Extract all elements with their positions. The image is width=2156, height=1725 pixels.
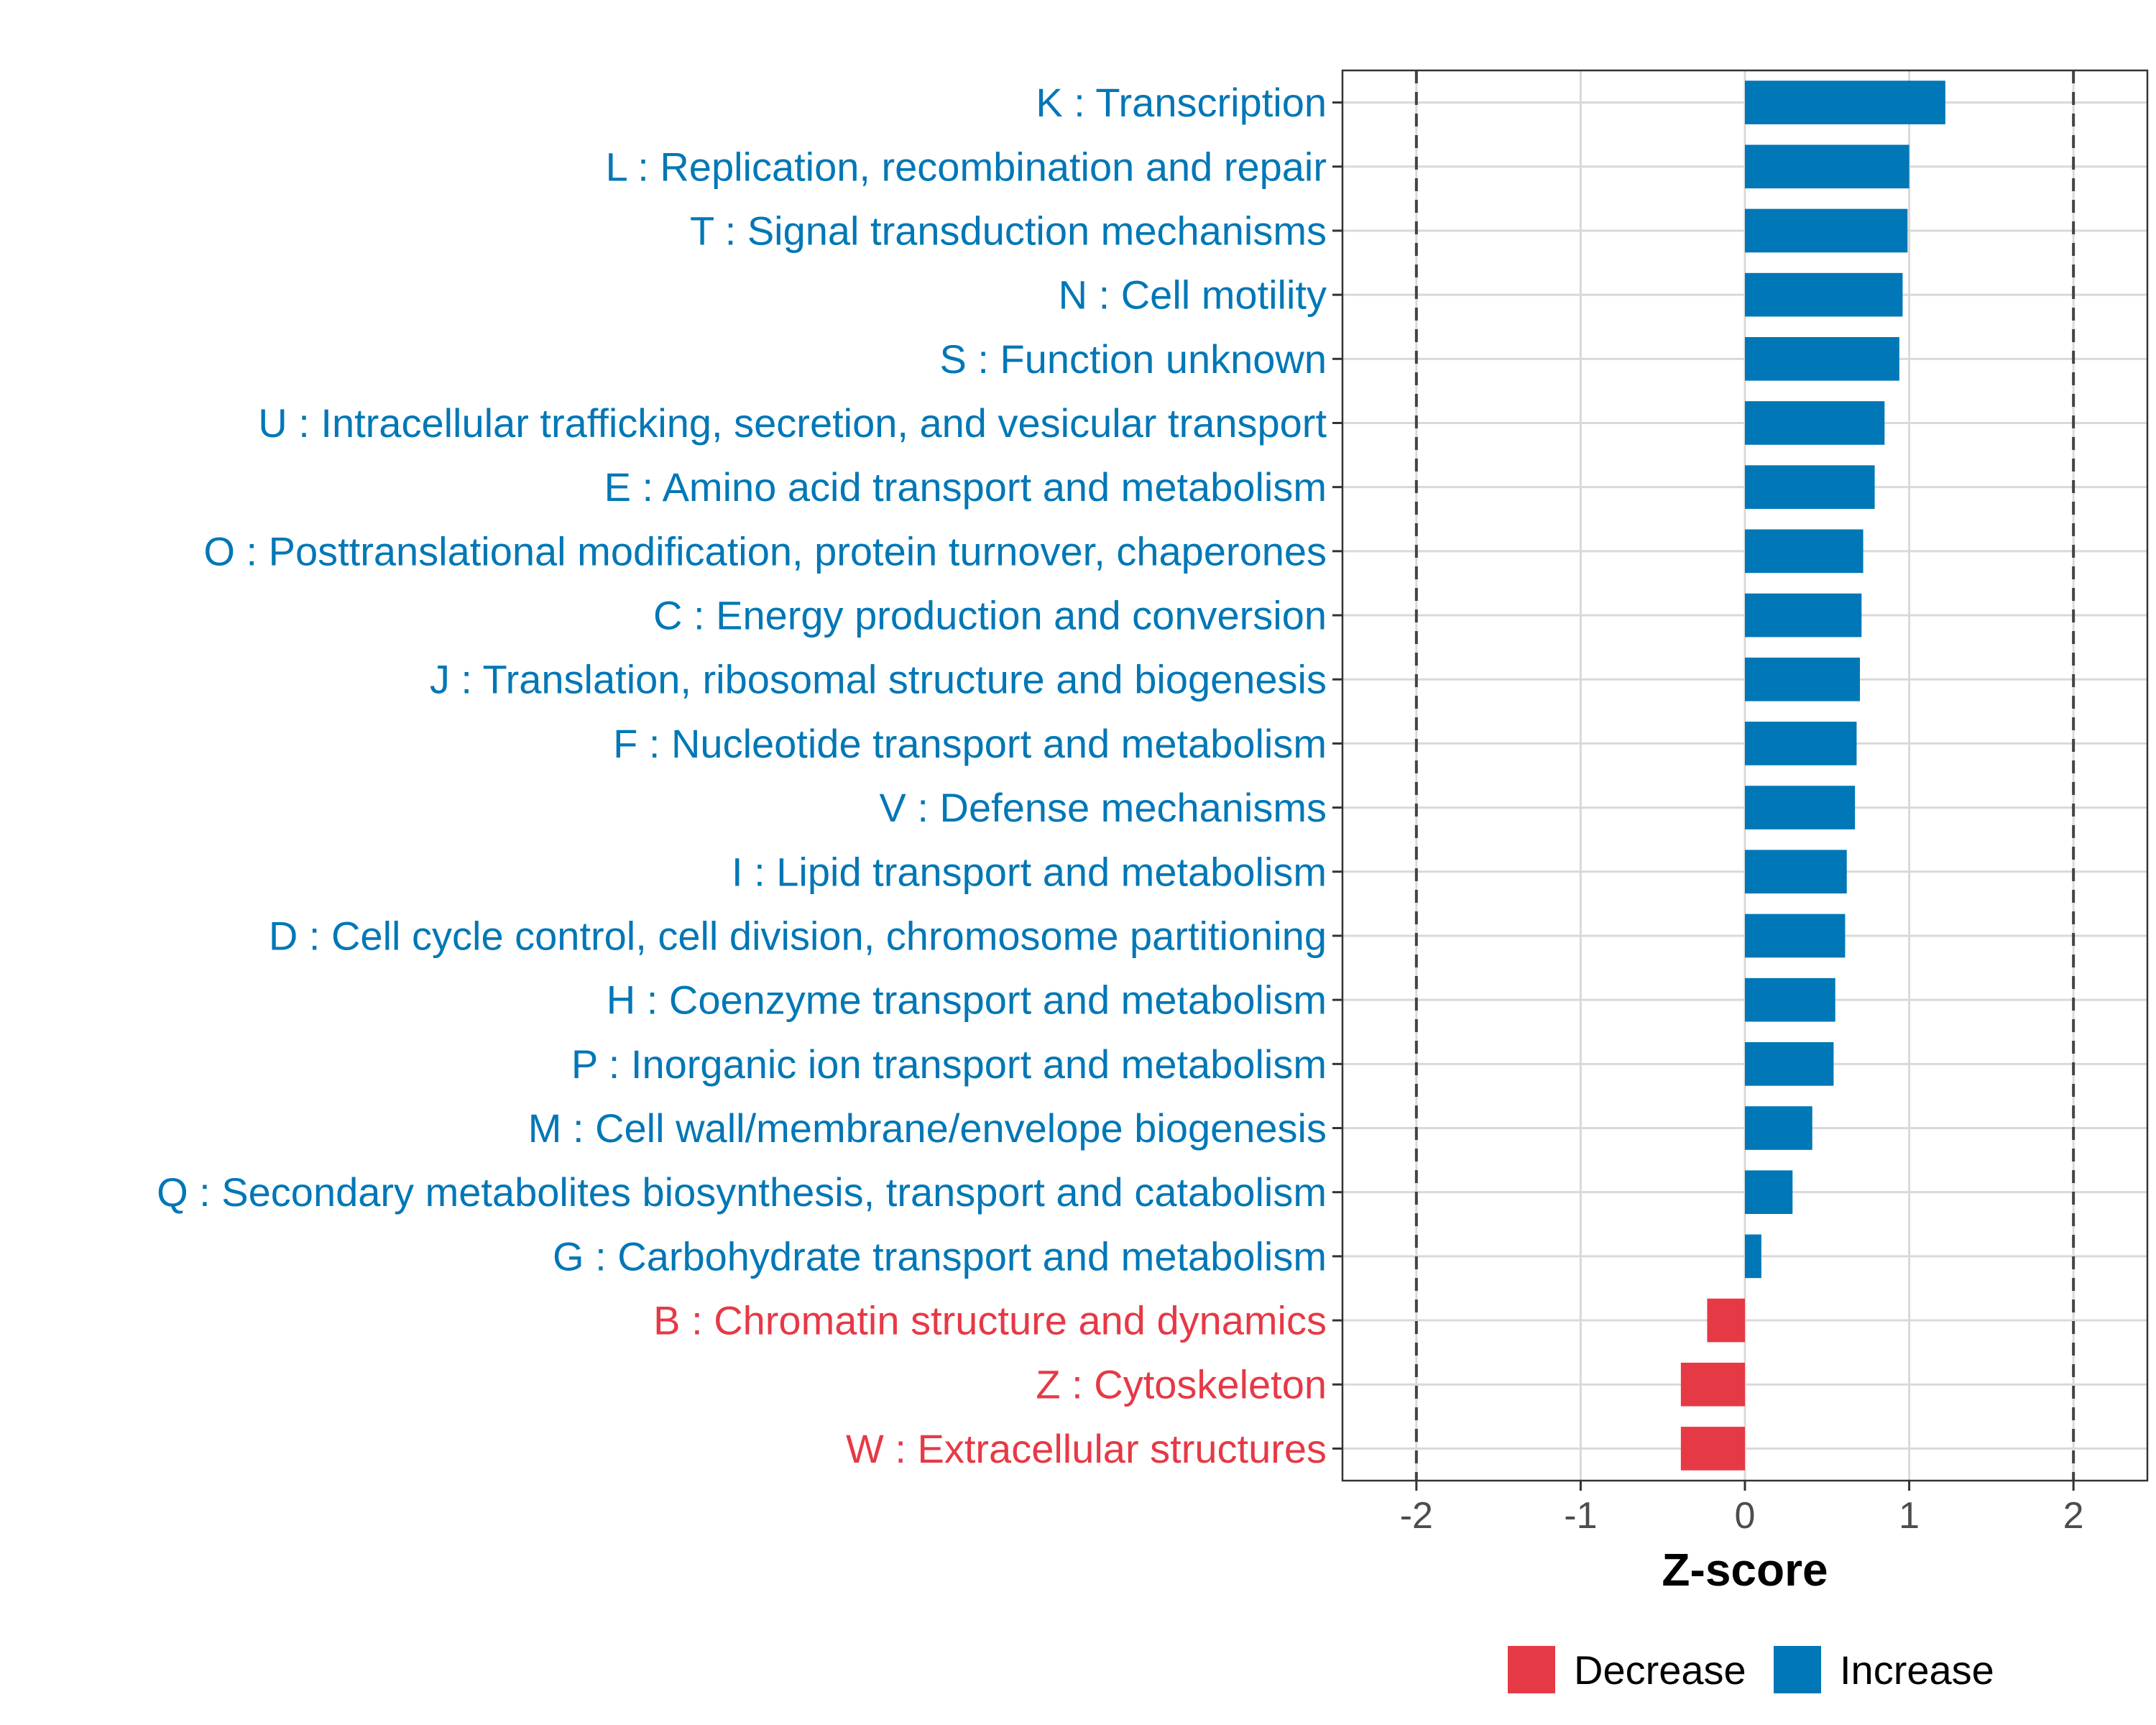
category-label-17: Q : Secondary metabolites biosynthesis, … — [157, 1169, 1327, 1215]
x-tick-label-0: -2 — [1400, 1495, 1433, 1537]
bar-1 — [1745, 144, 1909, 189]
x-tick-label-4: 2 — [2063, 1495, 2084, 1537]
bar-18 — [1745, 1234, 1761, 1279]
category-label-5: U : Intracellular trafficking, secretion… — [258, 400, 1327, 446]
category-label-6: E : Amino acid transport and metabolism — [604, 464, 1327, 510]
x-axis-tick-labels: -2 -1 0 1 2 — [1400, 1495, 2084, 1537]
bar-14 — [1745, 978, 1835, 1022]
bar-0 — [1745, 80, 1945, 124]
category-label-0: K : Transcription — [1036, 80, 1327, 125]
category-label-18: G : Carbohydrate transport and metabolis… — [553, 1233, 1327, 1279]
bar-3 — [1745, 272, 1903, 317]
bar-4 — [1745, 336, 1899, 381]
bar-20 — [1680, 1362, 1745, 1407]
x-tick-label-3: 1 — [1899, 1495, 1920, 1537]
category-label-13: D : Cell cycle control, cell division, c… — [269, 913, 1327, 958]
bar-11 — [1745, 786, 1856, 829]
category-label-3: N : Cell motility — [1059, 272, 1327, 318]
x-axis-title: Z-score — [1662, 1544, 1828, 1596]
bar-21 — [1680, 1427, 1745, 1471]
y-axis-labels: K : Transcription L : Replication, recomb… — [157, 80, 1327, 1471]
category-label-7: O : Posttranslational modification, prot… — [203, 528, 1327, 574]
legend-swatch-decrease — [1508, 1646, 1555, 1693]
bar-6 — [1745, 465, 1875, 510]
legend-label-increase: Increase — [1840, 1647, 1994, 1693]
bars — [1680, 80, 1945, 1471]
bar-13 — [1745, 914, 1846, 958]
category-label-16: M : Cell wall/membrane/envelope biogenes… — [528, 1105, 1327, 1151]
legend-label-decrease: Decrease — [1574, 1647, 1746, 1693]
category-label-10: F : Nucleotide transport and metabolism — [613, 721, 1327, 766]
x-axis-ticks — [1415, 1481, 2075, 1491]
bar-16 — [1745, 1106, 1812, 1150]
category-label-12: I : Lipid transport and metabolism — [732, 849, 1327, 894]
category-label-15: P : Inorganic ion transport and metaboli… — [571, 1041, 1327, 1087]
bar-2 — [1745, 208, 1908, 253]
category-label-14: H : Coenzyme transport and metabolism — [607, 978, 1327, 1023]
bar-19 — [1707, 1298, 1745, 1343]
category-label-20: Z : Cytoskeleton — [1036, 1362, 1327, 1407]
bar-10 — [1745, 722, 1857, 765]
category-label-11: V : Defense mechanisms — [880, 785, 1327, 830]
category-label-8: C : Energy production and conversion — [653, 593, 1327, 638]
legend: Decrease Increase — [1508, 1646, 1994, 1693]
category-label-1: L : Replication, recombination and repai… — [606, 144, 1327, 189]
bar-12 — [1745, 850, 1847, 894]
x-tick-label-2: 0 — [1735, 1495, 1756, 1537]
legend-swatch-increase — [1774, 1646, 1821, 1693]
category-label-19: B : Chromatin structure and dynamics — [653, 1298, 1327, 1343]
bar-9 — [1745, 657, 1860, 702]
category-label-4: S : Function unknown — [939, 336, 1327, 382]
bar-8 — [1745, 593, 1862, 638]
bar-17 — [1745, 1170, 1793, 1215]
bar-5 — [1745, 401, 1885, 445]
bar-15 — [1745, 1041, 1834, 1086]
category-label-2: T : Signal transduction mechanisms — [690, 208, 1327, 253]
y-axis-ticks — [1332, 101, 1342, 1450]
reference-lines — [1414, 70, 2076, 1481]
x-tick-label-1: -1 — [1564, 1495, 1597, 1537]
category-label-21: W : Extracellular structures — [846, 1426, 1327, 1471]
bar-7 — [1745, 529, 1864, 574]
category-label-9: J : Translation, ribosomal structure and… — [430, 657, 1327, 702]
